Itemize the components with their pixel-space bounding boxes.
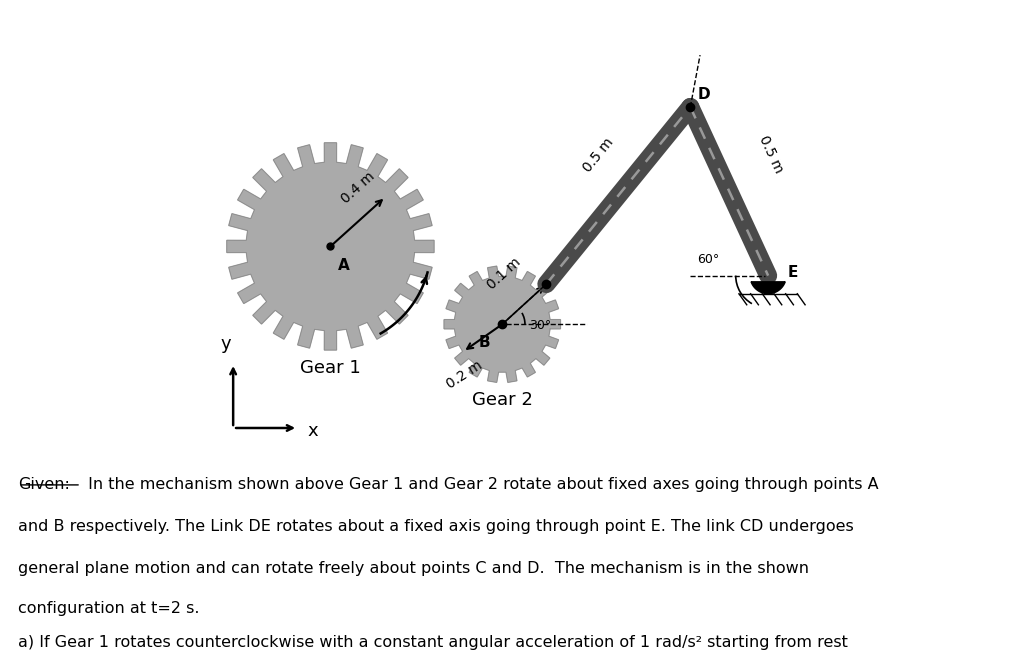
Text: configuration at t=2 s.: configuration at t=2 s. — [18, 601, 200, 616]
Text: and B respectively. The Link DE rotates about a fixed axis going through point E: and B respectively. The Link DE rotates … — [18, 519, 854, 534]
Polygon shape — [444, 266, 560, 382]
Text: Gear 1: Gear 1 — [300, 359, 360, 377]
Text: E: E — [787, 265, 798, 280]
Text: Given:: Given: — [18, 477, 71, 492]
Text: general plane motion and can rotate freely about points C and D.  The mechanism : general plane motion and can rotate free… — [18, 561, 809, 576]
Text: 0.2 m: 0.2 m — [444, 358, 485, 392]
Polygon shape — [227, 143, 434, 350]
Text: 0.5 m: 0.5 m — [581, 135, 616, 175]
Text: x: x — [308, 422, 318, 440]
Text: D: D — [698, 87, 711, 102]
Text: B: B — [479, 335, 490, 350]
Text: a) If Gear 1 rotates counterclockwise with a constant angular acceleration of 1 : a) If Gear 1 rotates counterclockwise wi… — [18, 635, 848, 650]
Text: In the mechanism shown above Gear 1 and Gear 2 rotate about fixed axes going thr: In the mechanism shown above Gear 1 and … — [83, 477, 879, 492]
Text: y: y — [220, 336, 230, 354]
Text: 60°: 60° — [697, 253, 720, 266]
Text: 0.4 m: 0.4 m — [338, 169, 377, 206]
Text: A: A — [338, 258, 350, 273]
Text: 0.5 m: 0.5 m — [757, 133, 786, 175]
Polygon shape — [751, 282, 785, 293]
Text: 30°: 30° — [529, 319, 552, 332]
Text: C: C — [550, 264, 561, 279]
Text: Gear 2: Gear 2 — [472, 392, 532, 410]
Text: 0.1 m: 0.1 m — [484, 255, 523, 292]
